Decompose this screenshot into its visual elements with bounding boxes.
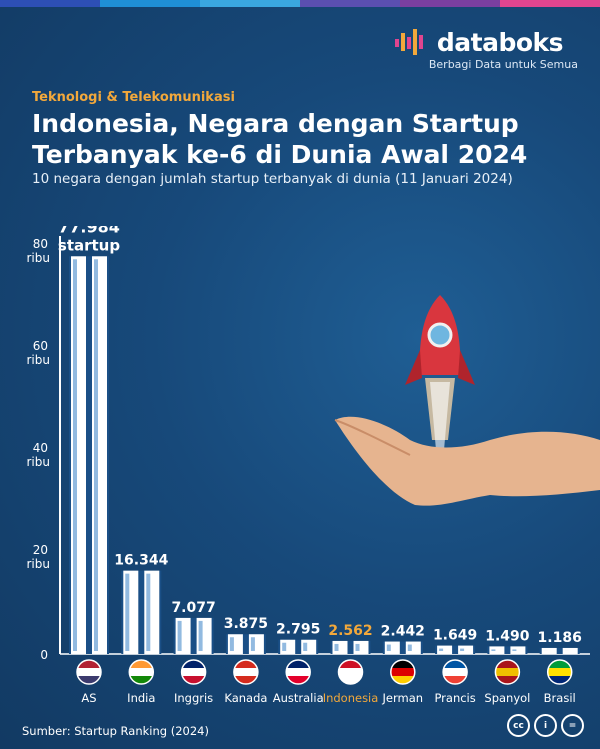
bar-window-strip: [386, 644, 391, 651]
bar-window-strip: [407, 644, 412, 651]
y-tick-label-unit: ribu: [27, 557, 51, 571]
flag-indonesia-icon: [337, 659, 364, 685]
bar-window-strip: [229, 637, 234, 651]
bar-window-strip: [125, 573, 130, 651]
bar-column-left: [541, 647, 557, 654]
data-label: 2.562: [328, 623, 372, 639]
bar-window-strip: [355, 643, 360, 651]
source-note: Sumber: Startup Ranking (2024): [22, 724, 209, 738]
rocket-icon: [405, 295, 475, 450]
data-label: 2.442: [381, 624, 425, 640]
bar-window-strip: [460, 648, 465, 651]
category-label: Spanyol: [484, 691, 530, 705]
flag-us-icon: [76, 659, 102, 685]
bar-column-right: [510, 646, 526, 654]
bar-column-right: [562, 647, 578, 654]
category-label: Australia: [273, 691, 324, 705]
bar-window-strip: [94, 259, 98, 651]
bar-column-right: [458, 645, 474, 654]
flag-france-icon: [442, 659, 468, 685]
data-label-unit: startup: [58, 236, 120, 254]
data-label: 77.984: [58, 226, 120, 236]
rocket-hand-illustration: [334, 295, 600, 506]
bar-window-strip: [334, 643, 339, 651]
bar-window-strip: [250, 637, 255, 651]
bar-window-strip: [303, 642, 308, 651]
flag-brazil-icon: [546, 659, 573, 685]
by-icon: i: [534, 714, 557, 737]
y-tick-label: 0: [40, 648, 48, 662]
bar-window-strip: [146, 573, 151, 651]
data-label: 3.875: [224, 616, 268, 632]
flag-uk-icon: [180, 659, 207, 685]
flag-canada-icon: [233, 659, 259, 685]
bar: [487, 646, 528, 654]
flag-australia-icon: [285, 659, 311, 685]
brand-logo: databoks Berbagi Data untuk Semua: [394, 28, 578, 71]
bar: [539, 647, 580, 654]
bar-window-strip: [73, 259, 77, 651]
bar: [435, 645, 476, 654]
brand-tagline: Berbagi Data untuk Semua: [428, 58, 578, 71]
bar-window-strip: [177, 620, 182, 651]
bar-chart: 80ribu60ribu40ribu20ribu077.984startupAS…: [27, 226, 590, 705]
data-label: 2.795: [276, 622, 320, 638]
brand-name: databoks: [436, 28, 564, 57]
data-label: 7.077: [171, 600, 215, 616]
hand-icon: [334, 416, 600, 506]
y-tick-label-unit: ribu: [27, 455, 51, 469]
bar-window-strip: [282, 642, 287, 651]
category-label: Jerman: [382, 691, 424, 705]
y-tick-label: 60: [33, 339, 48, 353]
category-label: Indonesia: [323, 691, 379, 705]
category-label: India: [127, 691, 155, 705]
data-label: 1.490: [485, 628, 530, 644]
license-icons: cc i =: [503, 714, 584, 737]
data-label: 1.186: [538, 630, 582, 646]
top-color-bar: [0, 0, 600, 7]
y-tick-label-unit: ribu: [27, 251, 51, 265]
category-label: Kanada: [224, 691, 267, 705]
category-label: AS: [81, 691, 96, 705]
bar-window-strip: [439, 648, 444, 651]
bar-window-strip: [198, 620, 203, 651]
data-label: 1.649: [433, 628, 477, 644]
flag-india-icon: [128, 659, 155, 685]
category-label: Prancis: [434, 691, 475, 705]
cc-icon: cc: [507, 714, 530, 737]
nd-icon: =: [561, 714, 584, 737]
data-label: 16.344: [114, 553, 168, 569]
category-label: Teknologi & Telekomunikasi: [32, 90, 235, 105]
y-tick-label: 80: [33, 237, 48, 251]
flag-germany-icon: [390, 659, 416, 685]
bar-column-left: [489, 646, 505, 654]
bar-window-strip: [491, 649, 496, 651]
flag-spain-icon: [494, 659, 521, 685]
bar-window-strip: [512, 649, 517, 651]
y-tick-label: 40: [33, 441, 48, 455]
category-label: Brasil: [544, 691, 576, 705]
y-tick-label: 20: [33, 543, 48, 557]
databoks-logo-icon: [394, 28, 423, 55]
page-title: Indonesia, Negara dengan Startup Terbany…: [32, 109, 528, 169]
bar-column-left: [437, 645, 453, 654]
category-label: Inggris: [174, 691, 213, 705]
y-tick-label-unit: ribu: [27, 353, 51, 367]
chart-subtitle: 10 negara dengan jumlah startup terbanya…: [32, 171, 513, 187]
